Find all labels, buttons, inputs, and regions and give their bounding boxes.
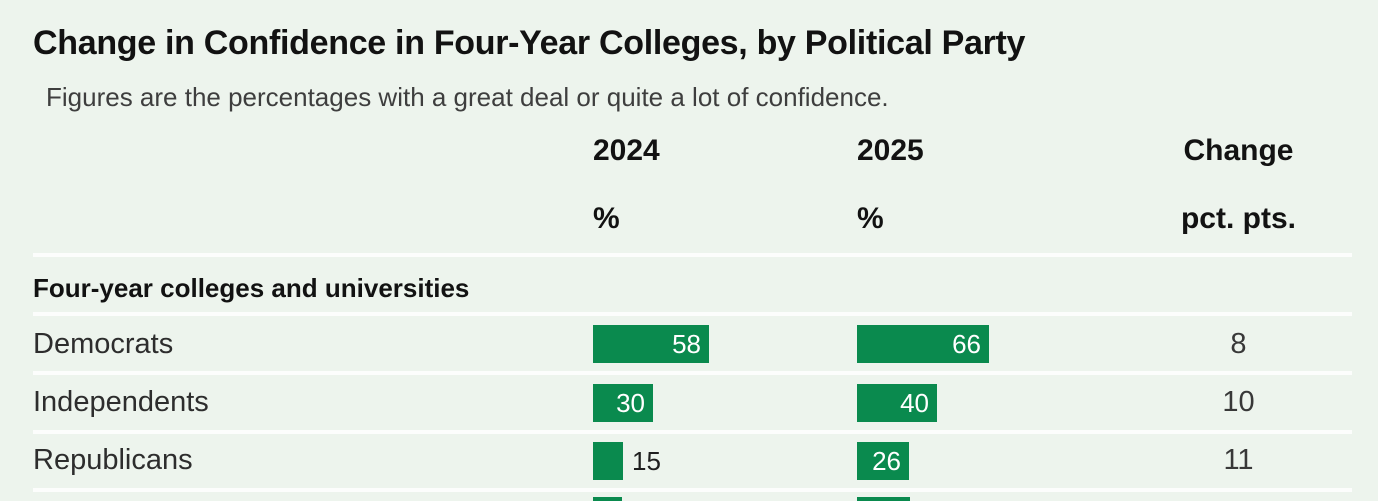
separator-line-header — [33, 253, 1352, 257]
change-value-republicans: 11 — [1223, 444, 1254, 476]
column-header-change: Change — [1183, 134, 1294, 167]
separator-line-row-3 — [33, 488, 1352, 492]
partial-bar-next-row-2025 — [857, 497, 910, 501]
bar-value-label: 58 — [672, 329, 701, 359]
chart-title: Change in Confidence in Four-Year Colleg… — [33, 24, 1026, 62]
bar-democrats-2025: 66 — [857, 325, 989, 363]
bar-independents-2024: 30 — [593, 384, 653, 422]
column-unit-change-pct-pts: pct. pts. — [1180, 202, 1296, 235]
bar-value-label: 40 — [900, 388, 929, 418]
separator-line-row-1 — [33, 371, 1352, 375]
bar-democrats-2024: 58 — [593, 325, 709, 363]
column-unit-2025-percent: % — [857, 202, 884, 235]
bar-value-label: 30 — [616, 388, 645, 418]
column-header-2025: 2025 — [857, 134, 924, 167]
column-header-2024: 2024 — [593, 134, 660, 167]
partial-bar-next-row-2024 — [593, 497, 622, 501]
separator-line-row-2 — [33, 430, 1352, 434]
row-label-republicans: Republicans — [33, 444, 193, 476]
bar-value-label: 15 — [632, 446, 661, 476]
bar-value-label: 66 — [952, 329, 981, 359]
section-header: Four-year colleges and universities — [33, 273, 470, 303]
change-value-independents: 10 — [1222, 386, 1255, 418]
bar-republicans-2024: 15 — [593, 442, 661, 480]
row-label-democrats: Democrats — [33, 328, 174, 360]
bar-independents-2025: 40 — [857, 384, 937, 422]
row-label-independents: Independents — [33, 386, 209, 418]
bar-republicans-2025: 26 — [857, 442, 909, 480]
change-value-democrats: 8 — [1230, 328, 1247, 360]
bar-value-label: 26 — [872, 446, 901, 476]
separator-line-section — [33, 312, 1352, 316]
column-unit-2024-percent: % — [593, 202, 620, 235]
chart-subtitle: Figures are the percentages with a great… — [46, 82, 889, 112]
